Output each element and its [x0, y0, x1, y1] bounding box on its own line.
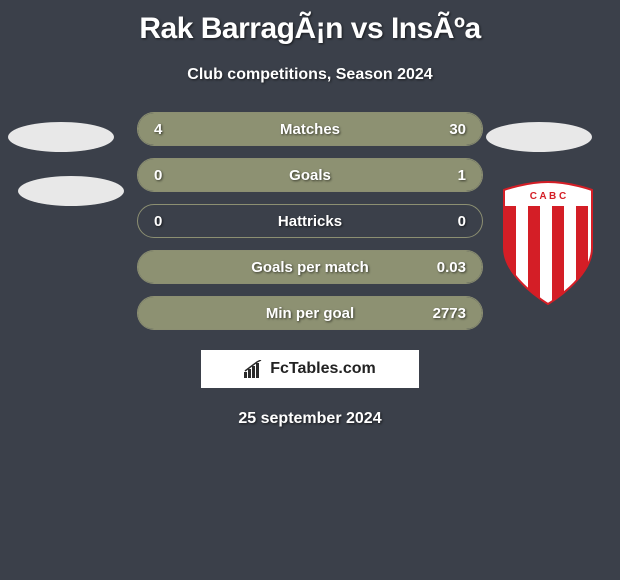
- stats-table: 4Matches300Goals10Hattricks0Goals per ma…: [137, 112, 483, 330]
- stat-row: 0Hattricks0: [137, 204, 483, 238]
- player-photo-placeholder: [8, 122, 114, 152]
- stat-row: Min per goal2773: [137, 296, 483, 330]
- stat-label: Goals per match: [138, 259, 482, 276]
- subtitle: Club competitions, Season 2024: [0, 66, 620, 84]
- stat-value-right: 0.03: [437, 259, 466, 276]
- chart-icon: [244, 360, 266, 378]
- stat-value-right: 30: [449, 121, 466, 138]
- svg-text:C A B C: C A B C: [530, 191, 566, 202]
- stat-label: Matches: [138, 121, 482, 138]
- stat-value-right: 1: [458, 167, 466, 184]
- brand-badge: FcTables.com: [201, 350, 419, 388]
- brand-text: FcTables.com: [270, 360, 376, 378]
- club-badge: C A B C: [498, 180, 598, 306]
- player-photo-placeholder: [18, 176, 124, 206]
- stat-label: Min per goal: [138, 305, 482, 322]
- date-text: 25 september 2024: [0, 410, 620, 428]
- stat-row: 4Matches30: [137, 112, 483, 146]
- stat-value-right: 2773: [433, 305, 466, 322]
- stat-value-right: 0: [458, 213, 466, 230]
- stat-label: Hattricks: [138, 213, 482, 230]
- stat-label: Goals: [138, 167, 482, 184]
- player-photo-placeholder: [486, 122, 592, 152]
- stat-row: 0Goals1: [137, 158, 483, 192]
- stat-row: Goals per match0.03: [137, 250, 483, 284]
- page-title: Rak BarragÃ¡n vs InsÃºa: [0, 0, 620, 46]
